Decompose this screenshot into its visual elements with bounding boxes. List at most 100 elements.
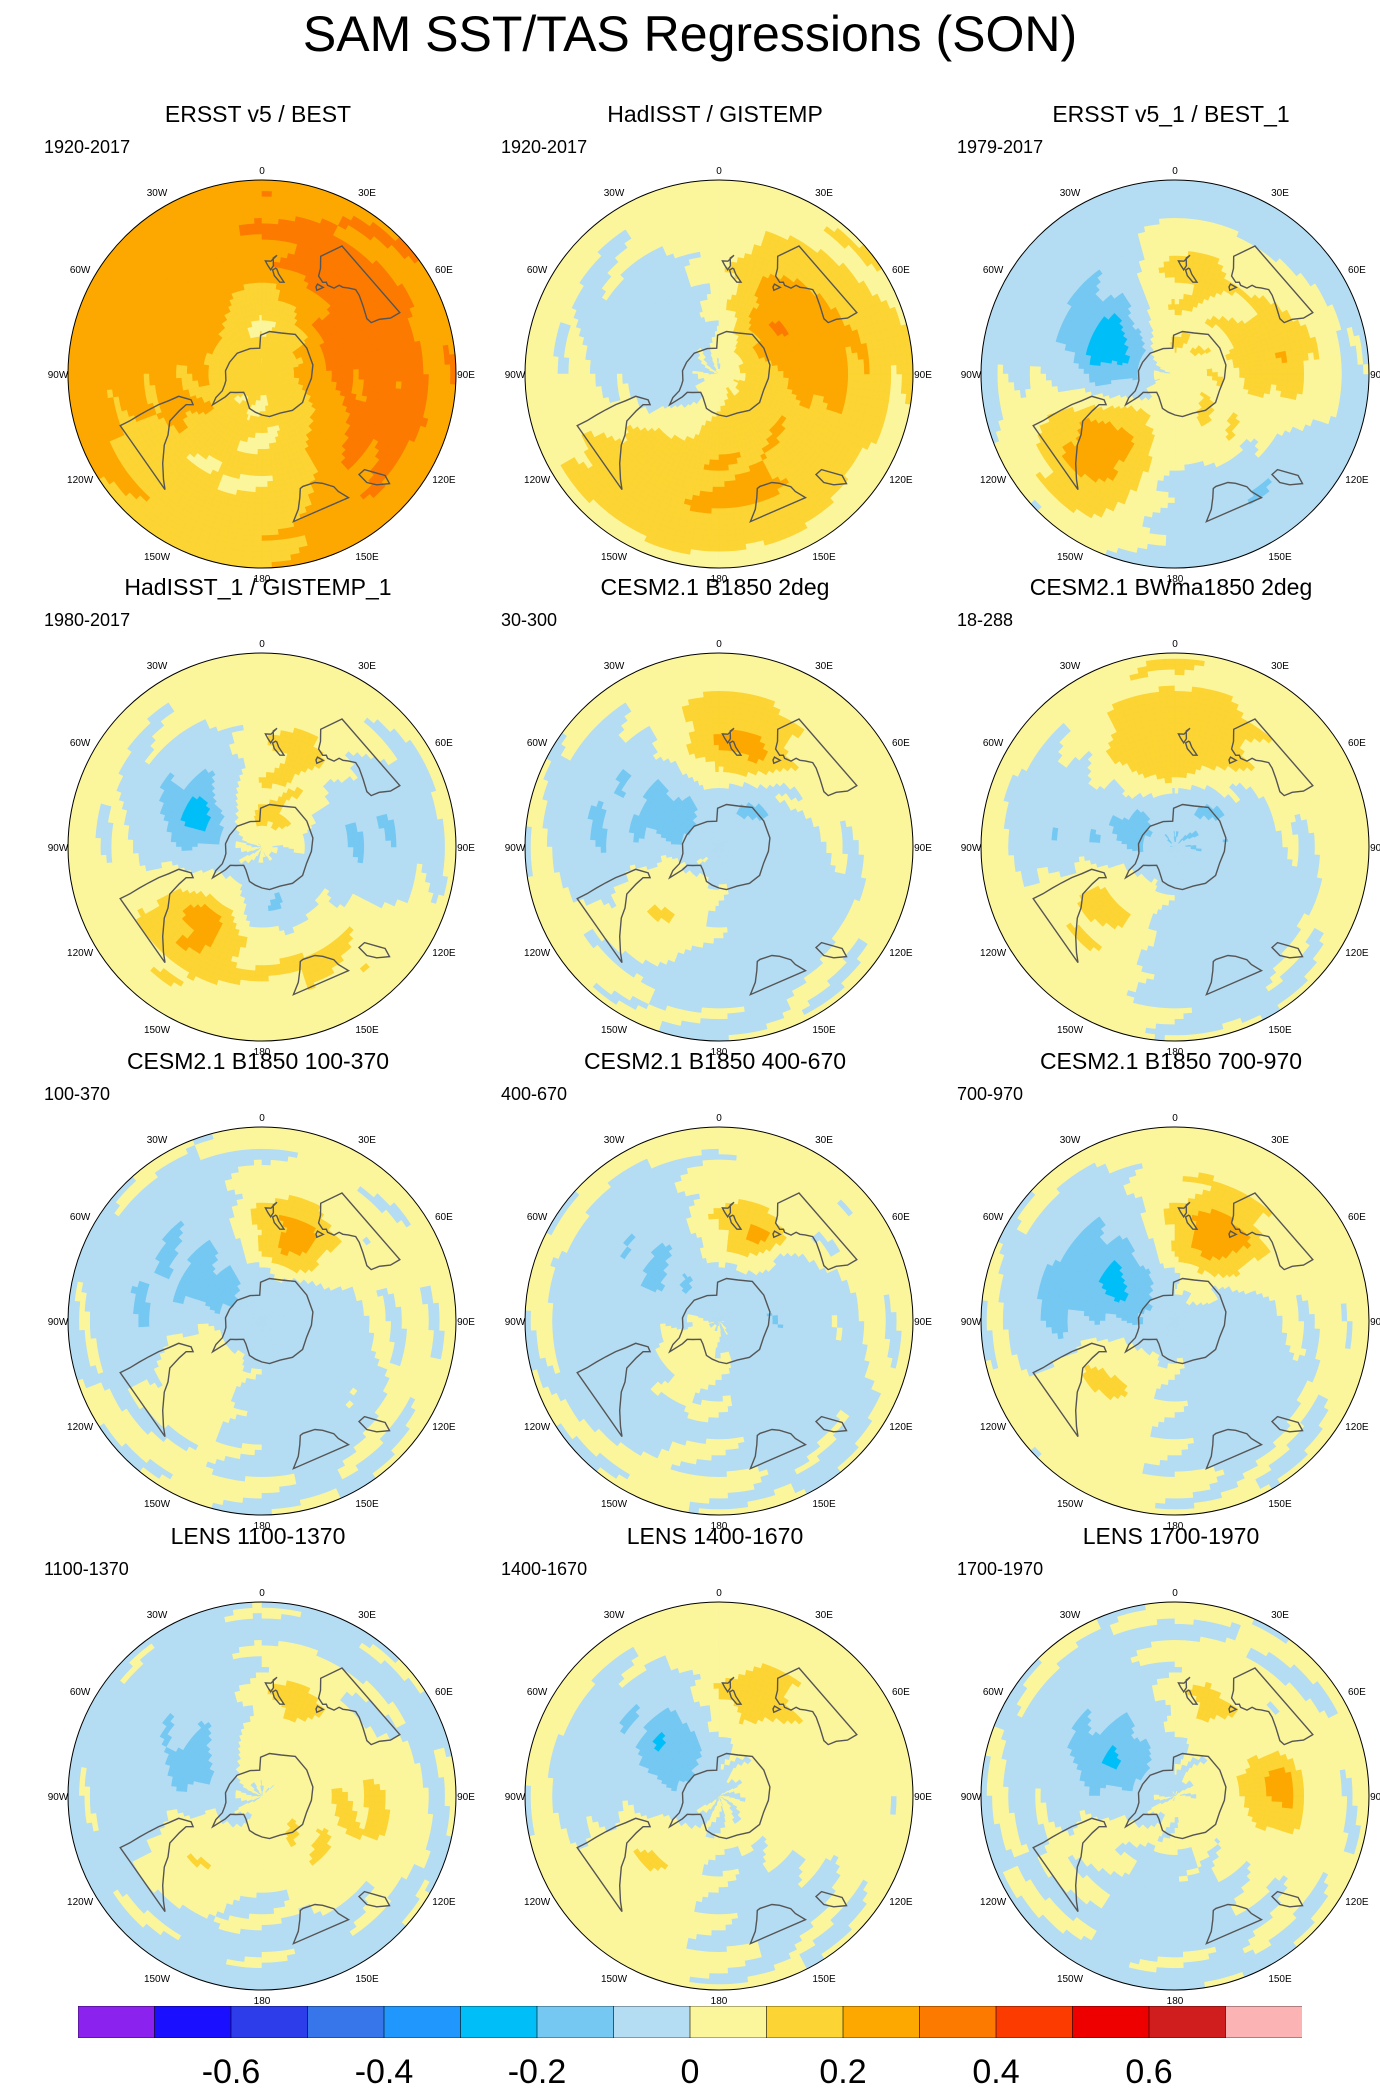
field-cell — [269, 508, 277, 514]
field-cell — [255, 245, 262, 251]
longitude-label: 30E — [358, 188, 376, 199]
field-cell — [266, 293, 271, 299]
field-cell — [214, 372, 219, 375]
field-cell — [256, 487, 262, 493]
field-cell — [253, 541, 262, 547]
field-cell — [407, 374, 413, 382]
field-cell — [84, 355, 90, 365]
field-cell — [327, 374, 333, 378]
field-cell — [266, 288, 271, 294]
field-cell — [434, 355, 440, 365]
field-cell — [262, 519, 270, 525]
field-cell — [257, 460, 262, 466]
field-cell — [244, 540, 253, 546]
field-cell — [269, 240, 276, 246]
field-cell — [719, 363, 720, 368]
field-cell — [407, 366, 413, 374]
field-cell — [192, 374, 198, 378]
field-cell — [262, 444, 266, 449]
field-cell — [192, 367, 198, 371]
field-cell — [423, 374, 429, 383]
field-cell — [251, 266, 257, 272]
field-cell — [407, 358, 413, 366]
field-cell — [245, 207, 254, 213]
field-cell — [256, 261, 262, 267]
field-cell — [160, 369, 166, 374]
field-cell — [262, 358, 263, 363]
field-cell — [407, 382, 413, 390]
field-cell — [128, 360, 134, 367]
field-cell — [176, 374, 182, 379]
field-cell — [219, 372, 224, 374]
field-cell — [262, 185, 272, 191]
figure-title: SAM SST/TAS Regressions (SON) — [0, 6, 1380, 62]
field-cell — [243, 196, 253, 202]
field-cell — [354, 369, 360, 374]
field-cell — [434, 365, 440, 374]
field-cell — [262, 245, 269, 251]
field-cell — [73, 374, 79, 384]
field-cell — [380, 361, 386, 368]
field-cell — [369, 385, 375, 391]
field-cell — [337, 374, 343, 378]
field-cell — [316, 374, 322, 377]
panel-period: 1920-2017 — [44, 136, 130, 158]
field-cell — [413, 374, 419, 382]
field-cell — [434, 374, 440, 383]
field-cell — [258, 299, 262, 304]
field-cell — [359, 363, 365, 369]
field-cell — [262, 492, 269, 498]
field-cell — [258, 304, 262, 310]
field-cell — [359, 379, 365, 385]
field-cell — [90, 383, 96, 392]
field-cell — [337, 370, 343, 374]
field-cell — [257, 471, 262, 477]
field-cell — [79, 374, 85, 384]
field-cell — [342, 378, 348, 383]
field-cell — [262, 455, 267, 461]
field-cell — [343, 374, 349, 379]
field-cell — [268, 481, 274, 487]
field-cell — [111, 382, 117, 390]
field-cell — [154, 379, 160, 385]
field-cell — [262, 250, 269, 256]
field-cell — [271, 540, 280, 546]
field-cell — [262, 234, 269, 240]
field-cell — [166, 359, 172, 365]
field-cell — [150, 356, 156, 362]
field-cell — [428, 383, 434, 392]
field-cell — [375, 362, 381, 369]
field-cell — [117, 381, 123, 389]
field-cell — [246, 519, 254, 525]
field-cell — [402, 366, 408, 374]
field-cell — [95, 374, 101, 383]
field-cell — [401, 359, 407, 367]
field-cell — [262, 525, 270, 531]
field-cell — [160, 358, 166, 364]
field-cell — [252, 185, 262, 191]
field-cell — [258, 449, 262, 455]
field-cell — [364, 374, 370, 380]
field-cell — [247, 508, 255, 514]
field-cell — [250, 256, 257, 262]
field-cell — [262, 180, 272, 186]
field-cell — [262, 336, 264, 341]
field-cell — [111, 366, 117, 374]
field-cell — [445, 374, 451, 384]
field-cell — [385, 361, 391, 368]
field-cell — [252, 460, 257, 466]
field-cell — [256, 255, 262, 261]
field-cell — [380, 368, 386, 375]
field-cell — [187, 366, 193, 370]
field-cell — [165, 374, 171, 379]
field-cell — [84, 365, 90, 374]
field-cell — [248, 240, 255, 246]
field-cell — [144, 380, 150, 387]
field-cell — [127, 367, 133, 374]
field-cell — [262, 514, 270, 520]
field-cell — [246, 223, 254, 229]
field-cell — [300, 374, 305, 376]
field-cell — [270, 524, 278, 530]
